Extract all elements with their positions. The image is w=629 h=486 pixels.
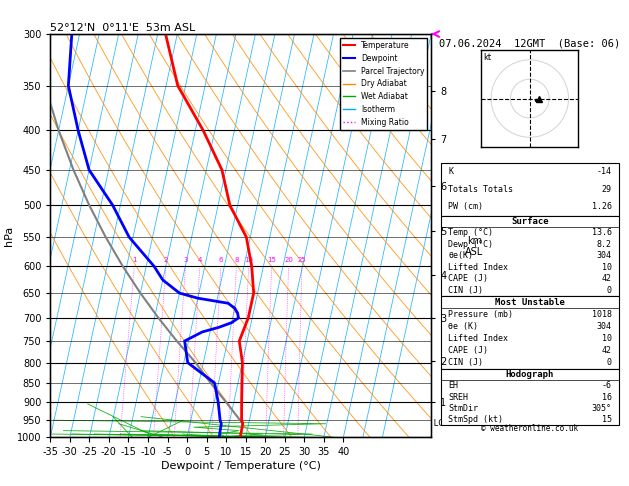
Text: 8: 8 xyxy=(234,257,238,263)
Text: 304: 304 xyxy=(596,322,611,331)
Text: 07.06.2024  12GMT  (Base: 06): 07.06.2024 12GMT (Base: 06) xyxy=(439,38,620,48)
Text: Totals Totals: Totals Totals xyxy=(448,185,513,194)
Text: θe(K): θe(K) xyxy=(448,251,473,260)
Text: CAPE (J): CAPE (J) xyxy=(448,346,488,355)
Text: -6: -6 xyxy=(601,382,611,390)
Text: SREH: SREH xyxy=(448,393,468,401)
Y-axis label: km
ASL: km ASL xyxy=(465,236,484,257)
Text: 13.6: 13.6 xyxy=(591,228,611,237)
Text: 42: 42 xyxy=(601,346,611,355)
Y-axis label: hPa: hPa xyxy=(4,226,14,246)
Text: EH: EH xyxy=(448,382,458,390)
Text: 16: 16 xyxy=(601,393,611,401)
Text: Surface: Surface xyxy=(511,217,548,226)
Legend: Temperature, Dewpoint, Parcel Trajectory, Dry Adiabat, Wet Adiabat, Isotherm, Mi: Temperature, Dewpoint, Parcel Trajectory… xyxy=(340,38,428,130)
Text: 42: 42 xyxy=(601,275,611,283)
Text: LCL: LCL xyxy=(431,419,449,428)
X-axis label: Dewpoint / Temperature (°C): Dewpoint / Temperature (°C) xyxy=(161,461,321,471)
Text: CIN (J): CIN (J) xyxy=(448,358,483,367)
Text: Hodograph: Hodograph xyxy=(506,370,554,379)
Text: 0: 0 xyxy=(606,358,611,367)
Text: 52°12'N  0°11'E  53m ASL: 52°12'N 0°11'E 53m ASL xyxy=(50,23,196,33)
Text: Temp (°C): Temp (°C) xyxy=(448,228,493,237)
Text: CAPE (J): CAPE (J) xyxy=(448,275,488,283)
Text: 10: 10 xyxy=(244,257,253,263)
Text: 4: 4 xyxy=(198,257,202,263)
Text: 3: 3 xyxy=(183,257,187,263)
Text: 1: 1 xyxy=(132,257,136,263)
Text: 10: 10 xyxy=(601,334,611,343)
Text: 0: 0 xyxy=(606,286,611,295)
Text: PW (cm): PW (cm) xyxy=(448,202,483,211)
Text: K: K xyxy=(448,167,453,176)
Text: 10: 10 xyxy=(601,263,611,272)
Text: 25: 25 xyxy=(298,257,306,263)
Text: Lifted Index: Lifted Index xyxy=(448,334,508,343)
Text: 304: 304 xyxy=(596,251,611,260)
Text: 29: 29 xyxy=(601,185,611,194)
Text: StmDir: StmDir xyxy=(448,404,478,413)
Text: Most Unstable: Most Unstable xyxy=(495,298,565,307)
Text: 1018: 1018 xyxy=(591,310,611,319)
Text: 15: 15 xyxy=(601,415,611,424)
Text: Lifted Index: Lifted Index xyxy=(448,263,508,272)
Text: 1.26: 1.26 xyxy=(591,202,611,211)
Text: © weatheronline.co.uk: © weatheronline.co.uk xyxy=(481,424,579,434)
Text: θe (K): θe (K) xyxy=(448,322,478,331)
Text: 15: 15 xyxy=(267,257,276,263)
Text: Pressure (mb): Pressure (mb) xyxy=(448,310,513,319)
Text: kt: kt xyxy=(483,53,491,62)
Text: 8.2: 8.2 xyxy=(596,240,611,249)
Text: CIN (J): CIN (J) xyxy=(448,286,483,295)
Text: 305°: 305° xyxy=(591,404,611,413)
Text: StmSpd (kt): StmSpd (kt) xyxy=(448,415,503,424)
Text: Dewp (°C): Dewp (°C) xyxy=(448,240,493,249)
Text: 20: 20 xyxy=(284,257,293,263)
Text: 2: 2 xyxy=(164,257,168,263)
Text: -14: -14 xyxy=(596,167,611,176)
Text: 6: 6 xyxy=(219,257,223,263)
